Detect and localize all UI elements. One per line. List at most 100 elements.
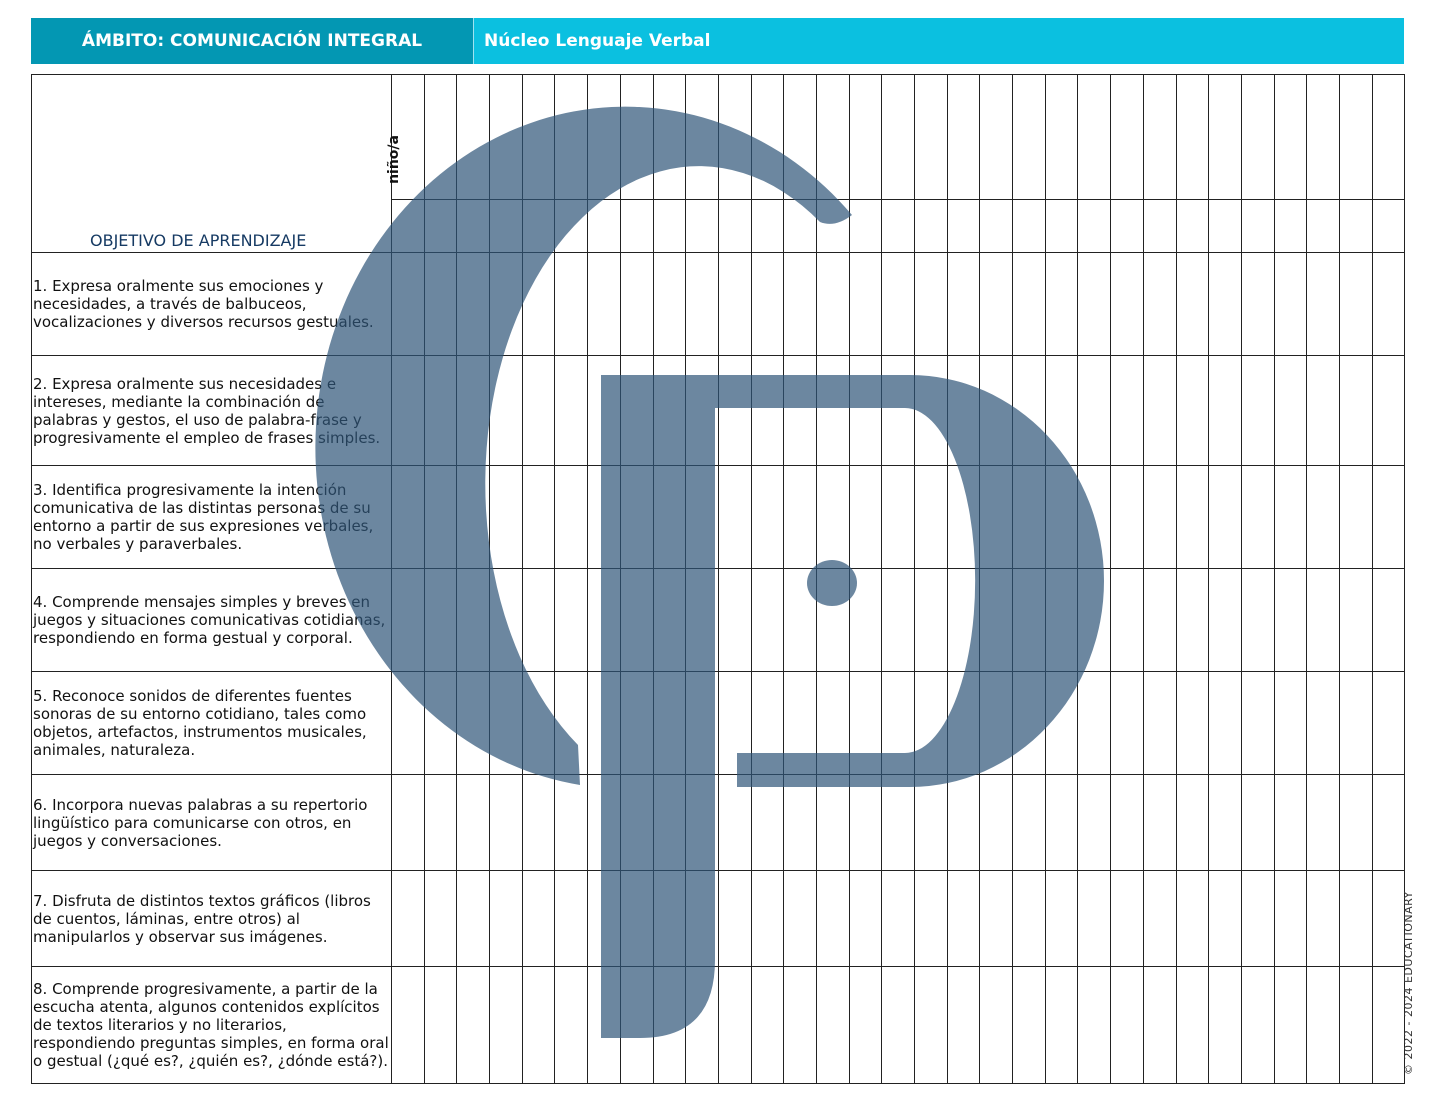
child-subheader-cell[interactable] xyxy=(750,198,785,254)
child-subheader-cell[interactable] xyxy=(1306,198,1340,254)
evaluation-cell[interactable] xyxy=(848,870,883,967)
evaluation-cell[interactable] xyxy=(652,774,687,871)
evaluation-cell[interactable] xyxy=(914,774,948,871)
evaluation-cell[interactable] xyxy=(1110,774,1144,871)
child-subheader-cell[interactable] xyxy=(554,198,589,254)
evaluation-cell[interactable] xyxy=(1012,966,1046,1084)
evaluation-cell[interactable] xyxy=(521,870,556,967)
evaluation-cell[interactable] xyxy=(652,671,687,775)
evaluation-cell[interactable] xyxy=(717,252,752,356)
evaluation-cell[interactable] xyxy=(1175,355,1210,466)
evaluation-cell[interactable] xyxy=(554,966,589,1084)
child-subheader-cell[interactable] xyxy=(685,198,719,254)
evaluation-cell[interactable] xyxy=(1306,465,1340,569)
evaluation-cell[interactable] xyxy=(1338,465,1373,569)
evaluation-cell[interactable] xyxy=(1142,966,1177,1084)
child-subheader-cell[interactable] xyxy=(783,198,817,254)
evaluation-cell[interactable] xyxy=(979,870,1014,967)
evaluation-cell[interactable] xyxy=(1044,252,1079,356)
evaluation-cell[interactable] xyxy=(685,870,719,967)
evaluation-cell[interactable] xyxy=(881,671,915,775)
evaluation-cell[interactable] xyxy=(979,568,1014,672)
evaluation-cell[interactable] xyxy=(1273,465,1308,569)
evaluation-cell[interactable] xyxy=(1110,671,1144,775)
evaluation-cell[interactable] xyxy=(1371,252,1406,356)
evaluation-cell[interactable] xyxy=(685,966,719,1084)
child-name-cell[interactable] xyxy=(750,74,785,200)
evaluation-cell[interactable] xyxy=(1338,671,1373,775)
child-subheader-cell[interactable] xyxy=(521,198,556,254)
child-subheader-cell[interactable] xyxy=(717,198,752,254)
evaluation-cell[interactable] xyxy=(521,966,556,1084)
evaluation-cell[interactable] xyxy=(391,355,425,466)
evaluation-cell[interactable] xyxy=(391,671,425,775)
evaluation-cell[interactable] xyxy=(1240,870,1275,967)
child-subheader-cell[interactable] xyxy=(815,198,850,254)
evaluation-cell[interactable] xyxy=(652,568,687,672)
child-subheader-cell[interactable] xyxy=(979,198,1014,254)
evaluation-cell[interactable] xyxy=(391,774,425,871)
evaluation-cell[interactable] xyxy=(979,671,1014,775)
evaluation-cell[interactable] xyxy=(1338,966,1373,1084)
evaluation-cell[interactable] xyxy=(815,774,850,871)
child-subheader-cell[interactable] xyxy=(848,198,883,254)
evaluation-cell[interactable] xyxy=(554,568,589,672)
evaluation-cell[interactable] xyxy=(456,774,491,871)
child-name-cell[interactable] xyxy=(423,74,458,200)
evaluation-cell[interactable] xyxy=(1044,568,1079,672)
evaluation-cell[interactable] xyxy=(1306,355,1340,466)
evaluation-cell[interactable] xyxy=(1044,966,1079,1084)
evaluation-cell[interactable] xyxy=(489,966,523,1084)
evaluation-cell[interactable] xyxy=(1240,252,1275,356)
evaluation-cell[interactable] xyxy=(489,252,523,356)
evaluation-cell[interactable] xyxy=(587,671,621,775)
evaluation-cell[interactable] xyxy=(619,966,654,1084)
evaluation-cell[interactable] xyxy=(717,966,752,1084)
evaluation-cell[interactable] xyxy=(750,252,785,356)
child-subheader-cell[interactable] xyxy=(489,198,523,254)
evaluation-cell[interactable] xyxy=(946,465,981,569)
child-subheader-cell[interactable] xyxy=(423,198,458,254)
child-name-cell[interactable] xyxy=(1371,74,1406,200)
evaluation-cell[interactable] xyxy=(914,465,948,569)
evaluation-cell[interactable] xyxy=(881,774,915,871)
evaluation-cell[interactable] xyxy=(750,355,785,466)
evaluation-cell[interactable] xyxy=(1371,966,1406,1084)
evaluation-cell[interactable] xyxy=(456,355,491,466)
evaluation-cell[interactable] xyxy=(979,355,1014,466)
evaluation-cell[interactable] xyxy=(587,966,621,1084)
evaluation-cell[interactable] xyxy=(1273,355,1308,466)
evaluation-cell[interactable] xyxy=(554,252,589,356)
evaluation-cell[interactable] xyxy=(914,355,948,466)
evaluation-cell[interactable] xyxy=(750,966,785,1084)
evaluation-cell[interactable] xyxy=(979,465,1014,569)
evaluation-cell[interactable] xyxy=(685,252,719,356)
evaluation-cell[interactable] xyxy=(1110,465,1144,569)
evaluation-cell[interactable] xyxy=(1142,671,1177,775)
child-name-cell[interactable] xyxy=(1142,74,1177,200)
evaluation-cell[interactable] xyxy=(1306,671,1340,775)
evaluation-cell[interactable] xyxy=(554,465,589,569)
child-subheader-cell[interactable] xyxy=(1240,198,1275,254)
evaluation-cell[interactable] xyxy=(521,355,556,466)
evaluation-cell[interactable] xyxy=(1044,355,1079,466)
evaluation-cell[interactable] xyxy=(652,252,687,356)
evaluation-cell[interactable] xyxy=(423,252,458,356)
evaluation-cell[interactable] xyxy=(521,568,556,672)
evaluation-cell[interactable] xyxy=(881,568,915,672)
evaluation-cell[interactable] xyxy=(1371,568,1406,672)
evaluation-cell[interactable] xyxy=(1044,465,1079,569)
evaluation-cell[interactable] xyxy=(456,465,491,569)
evaluation-cell[interactable] xyxy=(815,870,850,967)
child-subheader-cell[interactable] xyxy=(1273,198,1308,254)
child-name-cell[interactable] xyxy=(783,74,817,200)
evaluation-cell[interactable] xyxy=(619,252,654,356)
child-subheader-cell[interactable] xyxy=(946,198,981,254)
evaluation-cell[interactable] xyxy=(1142,774,1177,871)
child-subheader-cell[interactable] xyxy=(1371,198,1406,254)
child-name-cell[interactable] xyxy=(815,74,850,200)
evaluation-cell[interactable] xyxy=(1240,568,1275,672)
child-name-cell[interactable] xyxy=(685,74,719,200)
evaluation-cell[interactable] xyxy=(1338,252,1373,356)
evaluation-cell[interactable] xyxy=(914,870,948,967)
